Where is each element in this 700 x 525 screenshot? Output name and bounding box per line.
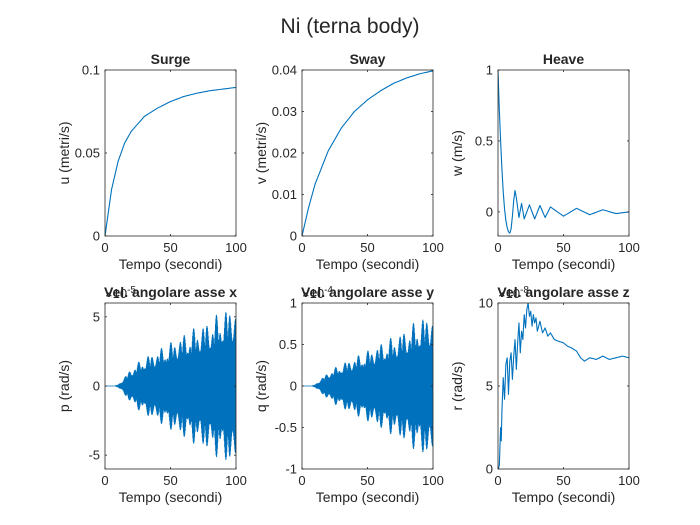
subplot-title: Vel. angolare asse x	[104, 284, 237, 300]
plot-area	[498, 70, 629, 236]
x-tick-label: 50	[360, 473, 374, 488]
y-tick-label: 0.5	[279, 337, 297, 352]
data-layer	[498, 303, 629, 469]
subplot-3: 0 50 100 0 0.5 1 Heave Tempo (secondi) w (m/s)	[449, 51, 640, 272]
x-tick-label: 50	[163, 473, 177, 488]
subplot-1: 0 50 100 0 0.05 0.1 Surge Tempo (secondi) u (met…	[56, 51, 247, 272]
oscillation-core	[105, 344, 236, 428]
x-tick-label: 50	[163, 240, 177, 255]
x-tick-label: 50	[556, 240, 570, 255]
y-exponent-label: ×10-4	[302, 285, 333, 301]
data-layer	[105, 86, 236, 236]
x-tick-label: 100	[618, 473, 640, 488]
y-tick-label: 0	[290, 379, 297, 394]
y-axis-label: w (m/s)	[449, 130, 465, 177]
x-tick-label: 100	[225, 240, 247, 255]
x-tick-label: 0	[494, 473, 501, 488]
y-tick-label: 0.02	[272, 146, 297, 161]
x-tick-label: 100	[422, 240, 444, 255]
data-layer	[498, 70, 629, 234]
x-tick-label: 100	[225, 473, 247, 488]
series-line-1	[105, 86, 236, 236]
y-tick-label: -5	[88, 448, 100, 463]
x-tick-label: 0	[298, 473, 305, 488]
series-line-1	[498, 70, 629, 234]
y-axis-label: r (rad/s)	[449, 362, 465, 411]
subplot-title: Surge	[151, 51, 191, 67]
y-tick-label: 0.05	[75, 146, 100, 161]
y-tick-label: 0.5	[475, 133, 493, 148]
plot-area	[105, 70, 236, 236]
y-tick-label: 0	[486, 204, 493, 219]
y-tick-label: -1	[285, 462, 297, 477]
y-tick-label: 0.01	[272, 187, 297, 202]
x-tick-label: 50	[360, 240, 374, 255]
subplot-title: Heave	[543, 51, 584, 67]
x-tick-label: 0	[101, 240, 108, 255]
y-tick-label: 1	[486, 63, 493, 78]
x-axis-label: Tempo (secondi)	[316, 489, 420, 505]
data-layer	[302, 70, 433, 236]
x-tick-label: 100	[618, 240, 640, 255]
x-tick-label: 100	[422, 473, 444, 488]
y-axis-label: q (rad/s)	[253, 360, 269, 412]
y-axis-label: u (metri/s)	[56, 122, 72, 185]
y-exponent-label: ×10-5	[105, 285, 136, 301]
y-axis-label: v (metri/s)	[253, 122, 269, 184]
y-tick-label: 5	[93, 309, 100, 324]
x-axis-label: Tempo (secondi)	[119, 489, 223, 505]
y-tick-label: 5	[486, 379, 493, 394]
x-axis-label: Tempo (secondi)	[119, 256, 223, 272]
y-tick-label: 0.03	[272, 104, 297, 119]
y-exponent-label: ×10-8	[498, 285, 529, 301]
y-axis-label: p (rad/s)	[56, 360, 72, 412]
y-tick-label: 1	[290, 296, 297, 311]
x-tick-label: 0	[494, 240, 501, 255]
x-axis-label: Tempo (secondi)	[512, 256, 616, 272]
y-tick-label: 0.1	[82, 63, 100, 78]
y-tick-label: -0.5	[275, 420, 297, 435]
subplot-title: Sway	[350, 51, 386, 67]
x-tick-label: 50	[556, 473, 570, 488]
y-tick-label: 0.04	[272, 63, 297, 78]
y-tick-label: 0	[290, 229, 297, 244]
y-tick-label: 0	[486, 462, 493, 477]
x-tick-label: 0	[101, 473, 108, 488]
oscillation-core	[302, 348, 433, 424]
y-tick-label: 10	[479, 296, 493, 311]
x-axis-label: Tempo (secondi)	[316, 256, 420, 272]
subplot-title: Vel. angolare asse z	[497, 284, 629, 300]
x-tick-label: 0	[298, 240, 305, 255]
series-line-1	[498, 303, 629, 469]
figure-title: Ni (terna body)	[281, 15, 420, 38]
subplot-title: Vel. angolare asse y	[301, 284, 434, 300]
plot-area	[498, 303, 629, 469]
data-layer	[105, 311, 236, 460]
plot-area	[302, 70, 433, 236]
series-line-1	[302, 70, 433, 236]
data-layer	[302, 319, 433, 453]
x-axis-label: Tempo (secondi)	[512, 489, 616, 505]
subplot-2: 0 50 100 0 0.01 0.02 0.03 0.04 Sway Tempo (second…	[253, 51, 444, 272]
y-tick-label: 0	[93, 379, 100, 394]
y-tick-label: 0	[93, 229, 100, 244]
